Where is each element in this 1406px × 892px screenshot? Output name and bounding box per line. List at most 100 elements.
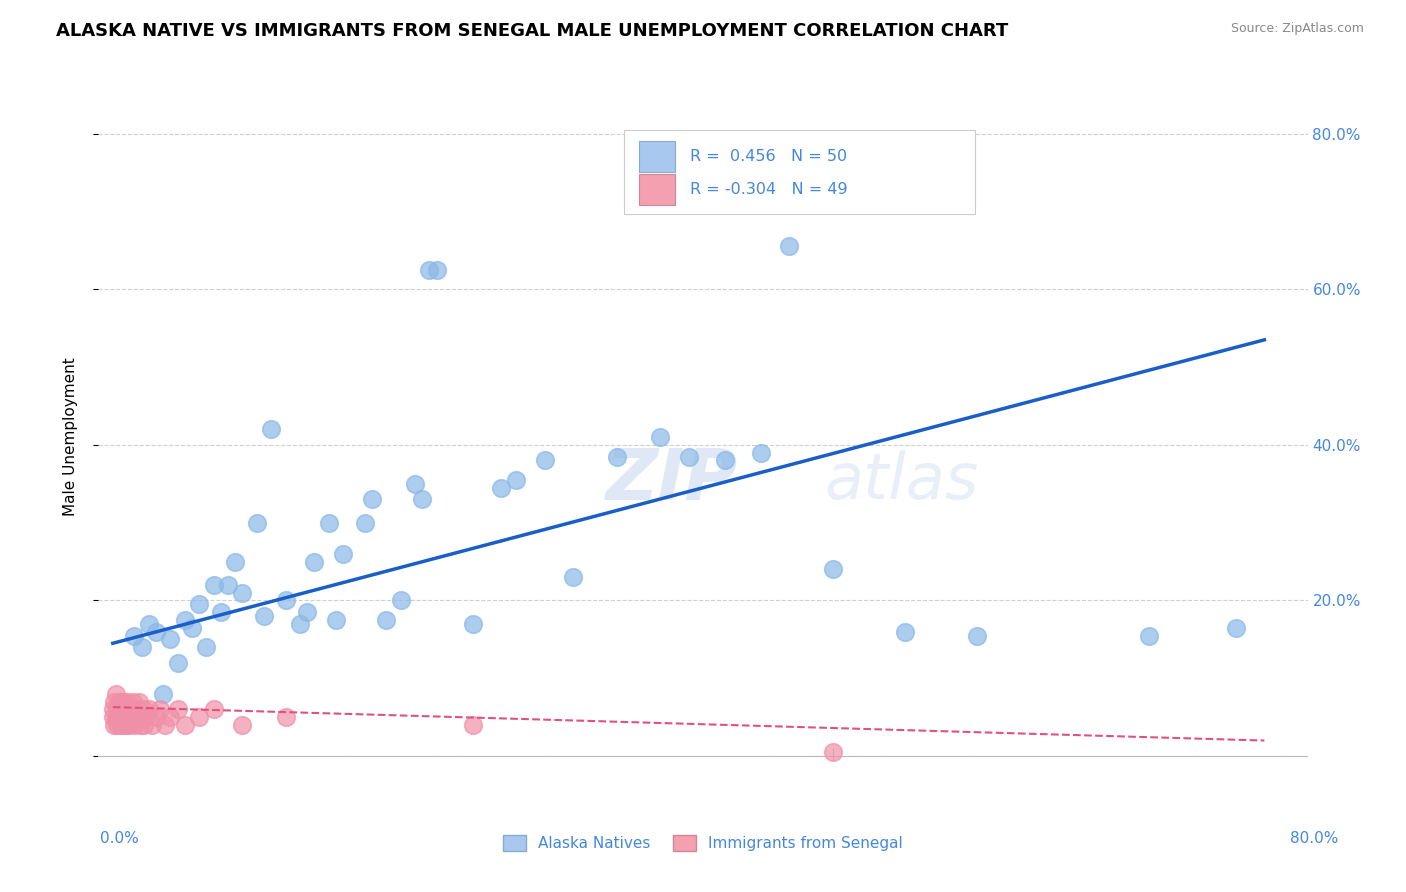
Point: [562, 570, 585, 584]
Point: [138, 702, 160, 716]
Point: [149, 702, 172, 716]
Point: [231, 585, 253, 599]
Point: [188, 710, 211, 724]
Point: [112, 695, 135, 709]
Point: [533, 453, 555, 467]
Point: [195, 640, 218, 655]
Point: [173, 613, 195, 627]
Point: [418, 262, 440, 277]
Point: [115, 695, 138, 709]
Bar: [638, 141, 675, 171]
Point: [188, 598, 211, 612]
Point: [138, 616, 160, 631]
Legend: Alaska Natives, Immigrants from Senegal: Alaska Natives, Immigrants from Senegal: [496, 830, 910, 857]
Point: [461, 616, 484, 631]
Point: [128, 695, 150, 709]
Point: [821, 745, 844, 759]
Point: [120, 702, 142, 716]
FancyBboxPatch shape: [624, 130, 976, 214]
Point: [134, 718, 156, 732]
Point: [101, 710, 124, 724]
Point: [426, 262, 449, 277]
Point: [166, 656, 188, 670]
Point: [778, 239, 800, 253]
Point: [749, 445, 772, 459]
Point: [224, 555, 246, 569]
Text: Source: ZipAtlas.com: Source: ZipAtlas.com: [1230, 22, 1364, 36]
Point: [152, 687, 174, 701]
Point: [132, 702, 155, 716]
Point: [108, 718, 131, 732]
Point: [461, 718, 484, 732]
Point: [105, 718, 128, 732]
Text: 80.0%: 80.0%: [1291, 831, 1339, 846]
Point: [648, 430, 671, 444]
Point: [125, 702, 148, 716]
Point: [110, 710, 132, 724]
Point: [209, 605, 232, 619]
Point: [129, 718, 152, 732]
Point: [678, 450, 700, 464]
Point: [1137, 628, 1160, 642]
Point: [127, 710, 149, 724]
Point: [404, 476, 426, 491]
Point: [202, 578, 225, 592]
Point: [121, 710, 143, 724]
Point: [103, 695, 125, 709]
Point: [103, 718, 125, 732]
Point: [145, 624, 167, 639]
Point: [389, 593, 412, 607]
Point: [260, 422, 283, 436]
Text: ZIP: ZIP: [606, 447, 738, 516]
Point: [217, 578, 239, 592]
Point: [332, 547, 354, 561]
Text: atlas: atlas: [824, 450, 979, 512]
Point: [124, 628, 146, 642]
Point: [353, 516, 375, 530]
Point: [166, 702, 188, 716]
Text: R =  0.456   N = 50: R = 0.456 N = 50: [690, 149, 846, 164]
Point: [112, 710, 135, 724]
Point: [108, 702, 131, 716]
Point: [295, 605, 318, 619]
Point: [107, 695, 129, 709]
Point: [231, 718, 253, 732]
Point: [115, 710, 138, 724]
Point: [111, 718, 134, 732]
Point: [304, 555, 326, 569]
Point: [131, 640, 153, 655]
Point: [145, 710, 167, 724]
Point: [246, 516, 269, 530]
Point: [274, 710, 297, 724]
Point: [821, 562, 844, 576]
Point: [893, 624, 915, 639]
Point: [104, 710, 127, 724]
Point: [111, 702, 134, 716]
Text: ALASKA NATIVE VS IMMIGRANTS FROM SENEGAL MALE UNEMPLOYMENT CORRELATION CHART: ALASKA NATIVE VS IMMIGRANTS FROM SENEGAL…: [56, 22, 1008, 40]
Point: [153, 718, 176, 732]
Point: [606, 450, 628, 464]
Point: [505, 473, 527, 487]
Point: [713, 453, 735, 467]
Point: [122, 695, 145, 709]
Point: [141, 718, 163, 732]
Point: [202, 702, 225, 716]
Point: [118, 718, 141, 732]
Point: [131, 710, 153, 724]
Point: [159, 710, 181, 724]
Point: [375, 613, 398, 627]
Point: [966, 628, 988, 642]
Point: [253, 609, 276, 624]
Point: [325, 613, 347, 627]
Point: [114, 718, 136, 732]
Point: [159, 632, 181, 647]
Point: [110, 695, 132, 709]
Point: [114, 702, 136, 716]
Point: [274, 593, 297, 607]
Point: [124, 718, 146, 732]
Point: [1225, 621, 1247, 635]
Point: [135, 710, 157, 724]
Point: [288, 616, 311, 631]
Point: [101, 702, 124, 716]
Bar: [638, 175, 675, 205]
